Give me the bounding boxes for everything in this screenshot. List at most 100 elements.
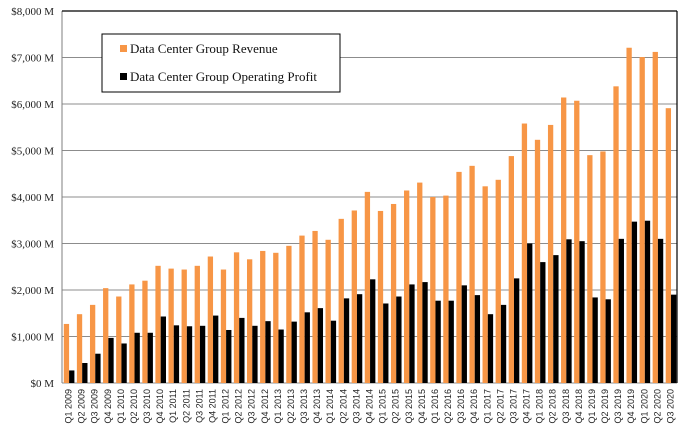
bar-operating-profit [317,308,324,383]
bar-operating-profit [278,329,284,383]
bar-operating-profit [527,243,533,383]
y-tick-label: $8,000 M [11,6,54,18]
x-tick-label: Q3 2016 [456,389,466,424]
bar-operating-profit [579,241,585,383]
bar-operating-profit [186,326,193,383]
bar-revenue [534,139,541,383]
x-tick-label: Q2 2015 [391,389,401,424]
x-tick-label: Q4 2016 [469,389,479,424]
x-tick-label: Q3 2019 [613,389,623,424]
y-tick-label: $0 M [30,378,54,390]
bar-revenue [129,284,135,383]
y-tick-label: $5,000 M [11,146,54,158]
bar-operating-profit [461,285,467,383]
bar-operating-profit [304,312,310,383]
bar-operating-profit [330,320,337,383]
y-axis-ticks: $0 M $1,000 M $2,000 M $3,000 M $4,000 M $5,0… [11,6,54,390]
x-tick-label: Q4 2018 [574,389,584,424]
bar-revenue [207,256,214,383]
x-tick-label: Q1 2018 [535,389,545,424]
legend-swatch-revenue [120,45,127,52]
bar-revenue [233,252,240,383]
bar-revenue [194,265,200,383]
bar-revenue [639,57,645,383]
bar-operating-profit [147,332,153,383]
x-tick-label: Q2 2011 [181,389,191,423]
bar-revenue [351,210,357,383]
x-tick-label: Q4 2013 [312,389,322,424]
bar-operating-profit [540,262,546,383]
x-tick-label: Q2 2019 [600,389,610,424]
y-tick-label: $3,000 M [11,239,54,251]
bar-revenue [521,123,528,383]
bar-operating-profit [343,298,350,383]
bar-operating-profit [605,299,611,383]
bar-revenue [561,97,567,384]
x-tick-label: Q3 2013 [299,389,309,424]
bar-operating-profit [657,238,664,383]
bar-revenue [286,245,292,383]
bar-revenue [260,250,266,383]
x-tick-label: Q1 2016 [430,389,440,424]
bar-operating-profit [671,294,677,383]
bar-revenue [574,100,580,384]
bar-operating-profit [618,238,624,383]
bar-revenue [600,151,606,383]
bar-revenue [142,280,148,383]
bar-revenue [456,171,462,383]
bar-revenue [338,218,344,383]
x-tick-label: Q3 2011 [194,389,204,423]
bar-revenue [273,252,279,383]
bar-operating-profit [252,325,258,383]
bar-operating-profit [213,315,219,383]
x-tick-label: Q2 2010 [129,389,139,424]
y-tick-label: $6,000 M [11,99,54,111]
bar-operating-profit [474,295,481,383]
bar-revenue [547,124,554,384]
bar-revenue [364,191,371,383]
x-tick-label: Q1 2013 [273,389,283,424]
bar-operating-profit [513,278,520,383]
x-tick-label: Q3 2012 [247,389,257,424]
x-tick-label: Q1 2019 [587,389,597,424]
x-tick-label: Q4 2015 [417,389,427,424]
x-tick-label: Q3 2014 [351,389,361,424]
bar-revenue [103,288,109,383]
bar-revenue [312,230,318,383]
bar-operating-profit [121,343,127,383]
x-axis-ticks: Q1 2009 Q2 2009 Q3 2009 Q4 2009 Q1 2010 Q2 20… [64,389,676,424]
x-tick-label: Q1 2011 [168,389,178,423]
x-tick-label: Q2 2014 [338,389,348,424]
bar-operating-profit [291,321,297,383]
x-tick-label: Q2 2018 [548,389,558,424]
y-tick-label: $7,000 M [11,53,54,65]
bar-revenue [613,86,619,383]
bar-revenue [89,304,96,383]
x-tick-label: Q4 2019 [626,389,636,424]
bar-revenue [587,155,593,383]
bar-revenue [76,314,83,383]
bar-revenue [626,47,632,384]
bar-operating-profit [356,294,363,383]
bar-revenue [404,190,410,383]
legend-swatch-profit [120,73,127,80]
legend-box [101,33,341,93]
bars [63,47,677,384]
bar-revenue [417,182,423,383]
bar-operating-profit [631,221,638,383]
bar-operating-profit [239,317,245,383]
y-tick-label: $1,000 M [11,332,54,344]
x-tick-label: Q4 2009 [103,389,113,424]
legend: Data Center Group Revenue Data Center Gr… [101,33,341,93]
legend-label-profit: Data Center Group Operating Profit [130,69,317,84]
bar-operating-profit [422,282,428,383]
bar-operating-profit [448,300,454,383]
x-tick-label: Q3 2015 [404,389,414,424]
bar-revenue [430,197,436,383]
x-tick-label: Q4 2017 [522,389,532,424]
bar-operating-profit [644,220,651,383]
bar-revenue [377,210,384,383]
x-tick-label: Q3 2018 [561,389,571,424]
bar-operating-profit [500,304,507,383]
